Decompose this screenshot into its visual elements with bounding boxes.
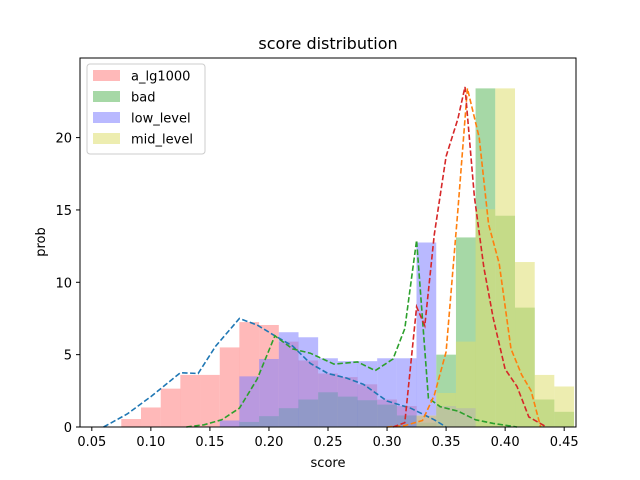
bar-mid-level-4 [495,88,516,427]
y-tick-label: 20 [55,132,72,147]
y-tick-label: 5 [64,349,72,364]
legend-box [86,63,206,155]
bar-low-level-4 [298,337,319,427]
density-lines [103,86,547,428]
legend-swatch-low-level [93,112,120,123]
x-tick-label: 0.10 [136,435,165,450]
bar-a-lg1000-0 [121,419,141,427]
bar-low-level-6 [337,361,358,427]
legend-label-mid-level: mid_level [131,133,193,148]
x-axis-ticks: 0.05 0.10 0.15 0.20 0.25 0.30 0.35 0.40 0.45 [77,427,579,450]
density-line-3 [392,86,547,428]
x-tick-label: 0.45 [550,435,579,450]
bar-a-lg1000-3 [180,374,201,427]
bar-mid-level-1 [436,392,456,427]
bar-low-level-7 [357,361,378,427]
x-tick-label: 0.40 [491,435,520,450]
y-axis-ticks: 0 5 10 15 20 [55,132,80,436]
y-tick-label: 15 [55,204,72,219]
bar-mid-level-0 [416,415,437,427]
legend-swatch-a-lg1000 [93,70,120,81]
x-tick-label: 0.35 [432,435,461,450]
bar-mid-level-7 [554,386,575,427]
x-tick-label: 0.15 [195,435,224,450]
density-line-0 [103,317,447,428]
bar-mid-level-6 [534,374,555,427]
bar-mid-level-5 [515,262,535,427]
bar-a-lg1000-5 [219,347,240,427]
x-tick-label: 0.30 [373,435,402,450]
bar-a-lg1000-2 [160,388,181,427]
histogram-bars [121,88,575,427]
bar-mid-level-3 [475,209,496,427]
bar-low-level-2 [259,358,279,427]
legend-label-a-lg1000: a_lg1000 [131,70,190,85]
density-line-1 [186,240,518,428]
x-axis-label: score [311,456,346,471]
bar-low-level-1 [239,376,260,427]
legend-label-low-level: low_level [131,112,191,127]
density-line-2 [386,88,542,428]
bar-a-lg1000-4 [200,374,220,427]
bar-mid-level-2 [455,341,476,427]
bar-low-level-5 [318,358,338,427]
y-tick-label: 0 [64,421,72,436]
y-tick-label: 10 [55,276,72,291]
legend-label-bad: bad [131,91,155,106]
chart-title: score distribution [258,34,397,53]
bar-low-level-3 [278,332,299,427]
bar-low-level-10 [416,242,437,427]
y-axis-label: prob [34,227,49,257]
x-tick-label: 0.05 [77,435,106,450]
bar-low-level-8 [377,358,397,427]
bar-low-level-0 [219,420,240,427]
bar-a-lg1000-1 [140,407,161,427]
bar-low-level-9 [396,358,417,427]
x-tick-label: 0.20 [254,435,283,450]
legend-swatch-bad [93,91,120,102]
x-tick-label: 0.25 [314,435,343,450]
legend-swatch-mid-level [93,133,120,144]
